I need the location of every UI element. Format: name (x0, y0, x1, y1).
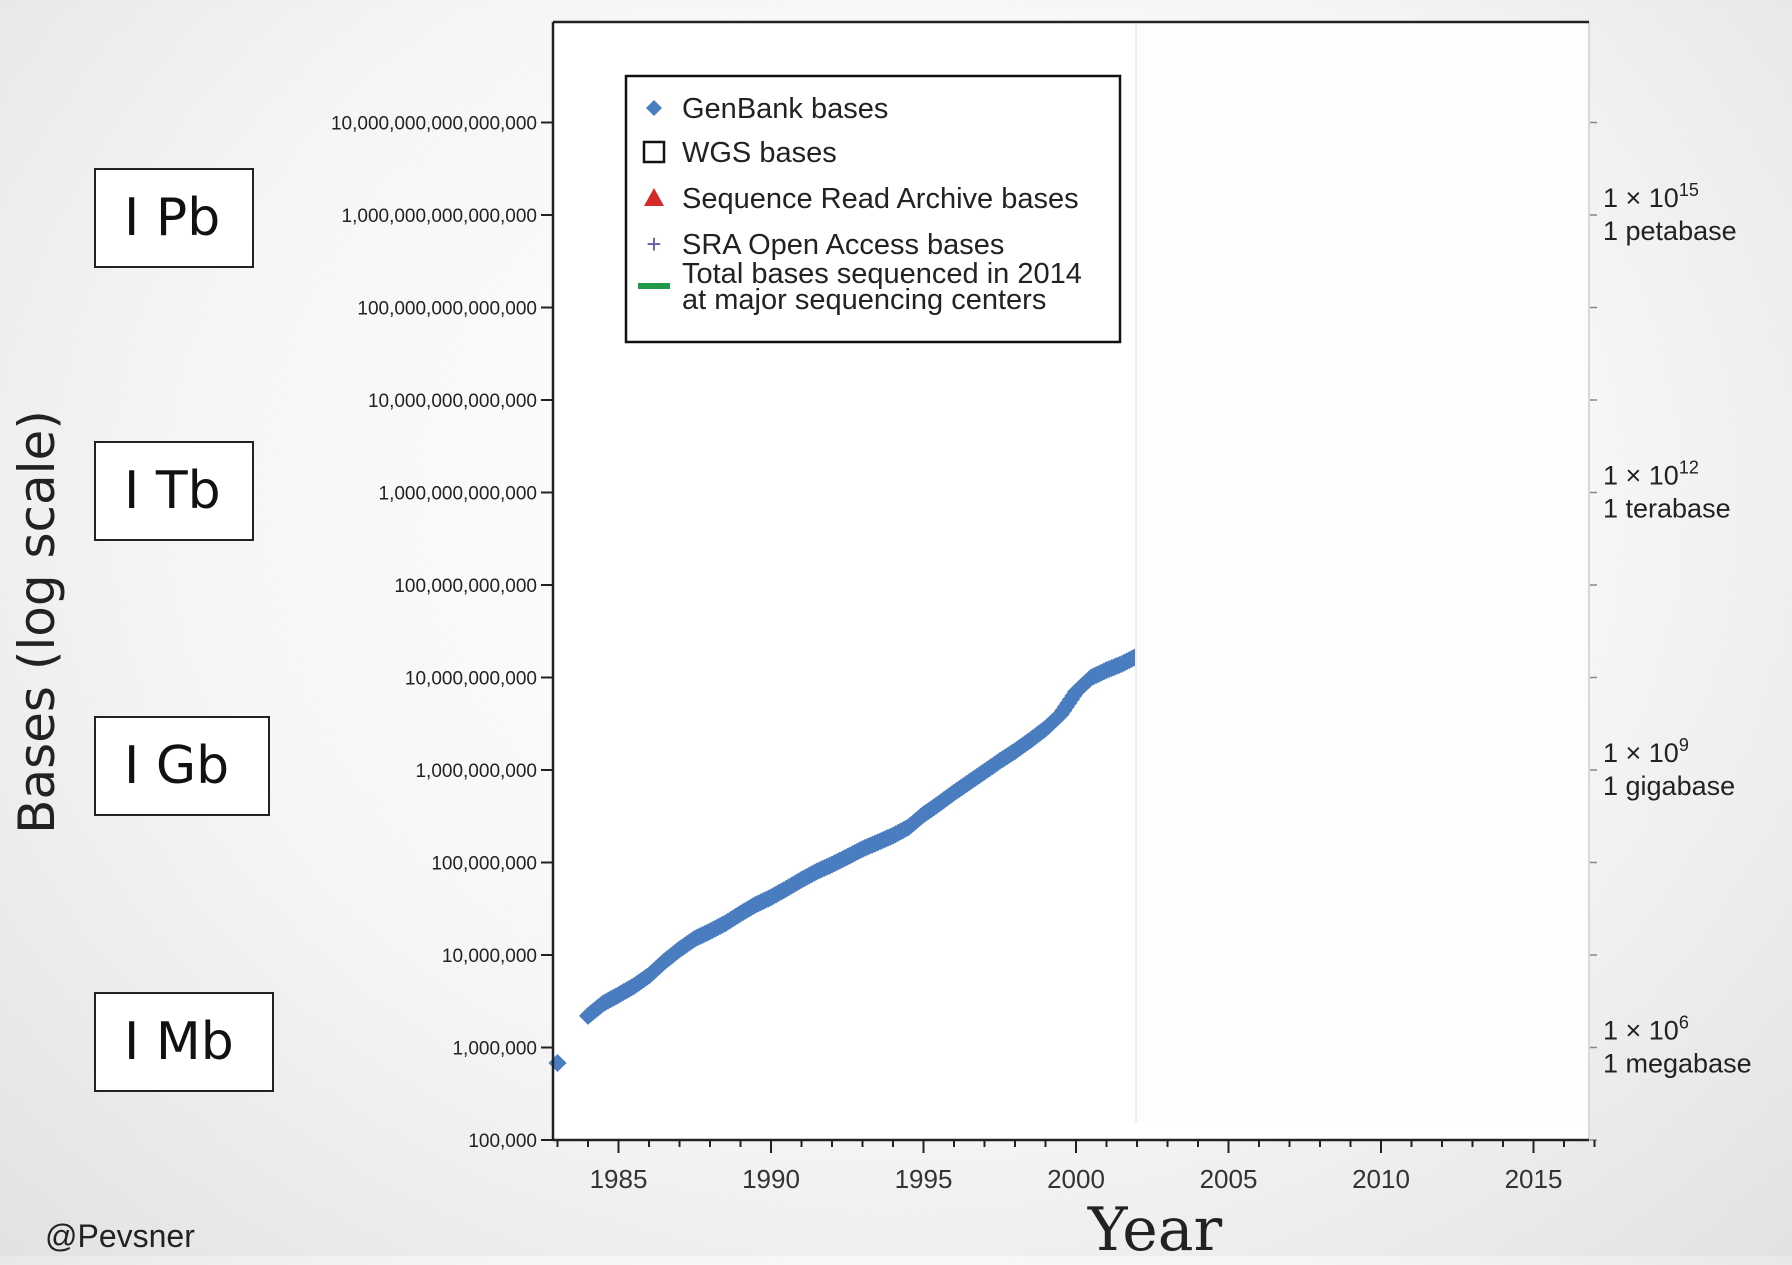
credit-text: @Pevsner (45, 1218, 195, 1254)
right-axis-label-power: 1 × 109 (1603, 735, 1689, 768)
legend-label: Sequence Read Archive bases (682, 183, 1079, 215)
legend: GenBank bases WGS bases Sequence Read Arch… (624, 74, 1122, 344)
y-tick-label: 1,000,000 (452, 1039, 537, 1060)
legend-label: WGS bases (682, 137, 837, 169)
petabase-box: I Pb (94, 168, 254, 268)
right-axis-label-name: 1 megabase (1603, 1049, 1752, 1079)
y-tick-label: 100,000 (468, 1131, 537, 1152)
legend-plus-icon: + (646, 229, 661, 259)
right-axis-label-name: 1 petabase (1603, 216, 1737, 246)
terabase-box: I Tb (94, 441, 254, 541)
x-tick-label: 2010 (1352, 1164, 1410, 1194)
y-tick-label: 100,000,000,000,000 (357, 299, 537, 320)
y-axis-ticks: 100,000 1,000,000 10,000,000 100,000,000 1,0… (331, 114, 553, 1152)
legend-label: GenBank bases (682, 93, 888, 125)
legend-square-icon (642, 140, 666, 164)
right-axis-label-name: 1 gigabase (1603, 771, 1735, 801)
right-axis-label-power: 1 × 106 (1603, 1013, 1689, 1046)
legend-line-icon (638, 283, 670, 289)
legend-label: Total bases sequenced in 2014 (682, 258, 1082, 290)
y-tick-label: 100,000,000 (431, 854, 537, 875)
x-axis-label: Year (1087, 1195, 1223, 1265)
y-tick-label: 1,000,000,000 (415, 761, 537, 782)
legend-label-line2: at major sequencing centers (682, 284, 1046, 316)
y-tick-label: 1,000,000,000,000 (379, 484, 538, 505)
right-axis-label-power: 1 × 1015 (1603, 180, 1699, 213)
legend-label: SRA Open Access bases (682, 229, 1004, 261)
right-axis-label-power: 1 × 1012 (1603, 458, 1699, 491)
x-tick-label: 2015 (1505, 1164, 1563, 1194)
megabase-box: I Mb (94, 992, 274, 1092)
occlusion-panel (1136, 24, 1588, 1122)
y-tick-label: 10,000,000,000,000,000 (331, 114, 537, 135)
y-tick-label: 1,000,000,000,000,000 (342, 206, 537, 227)
y-tick-label: 100,000,000,000 (394, 576, 537, 597)
legend-diamond-icon (646, 100, 662, 116)
right-axis-label-name: 1 terabase (1603, 494, 1731, 524)
legend-box (624, 74, 1122, 344)
y-tick-label: 10,000,000 (442, 946, 537, 967)
x-tick-label: 1995 (895, 1164, 953, 1194)
y-tick-label: 10,000,000,000,000 (368, 391, 537, 412)
gigabase-box: I Gb (94, 716, 270, 816)
y-axis-label: Bases (log scale) (8, 410, 66, 834)
data-points (548, 643, 1153, 1072)
x-axis-ticks: 1985 1990 1995 2000 2005 2010 2015 (556, 1140, 1596, 1194)
y-tick-label: 10,000,000,000 (405, 669, 537, 690)
x-tick-label: 2000 (1047, 1164, 1105, 1194)
x-tick-label: 2005 (1200, 1164, 1258, 1194)
legend-triangle-icon (644, 188, 664, 206)
x-tick-label: 1985 (590, 1164, 648, 1194)
x-tick-label: 1990 (742, 1164, 800, 1194)
